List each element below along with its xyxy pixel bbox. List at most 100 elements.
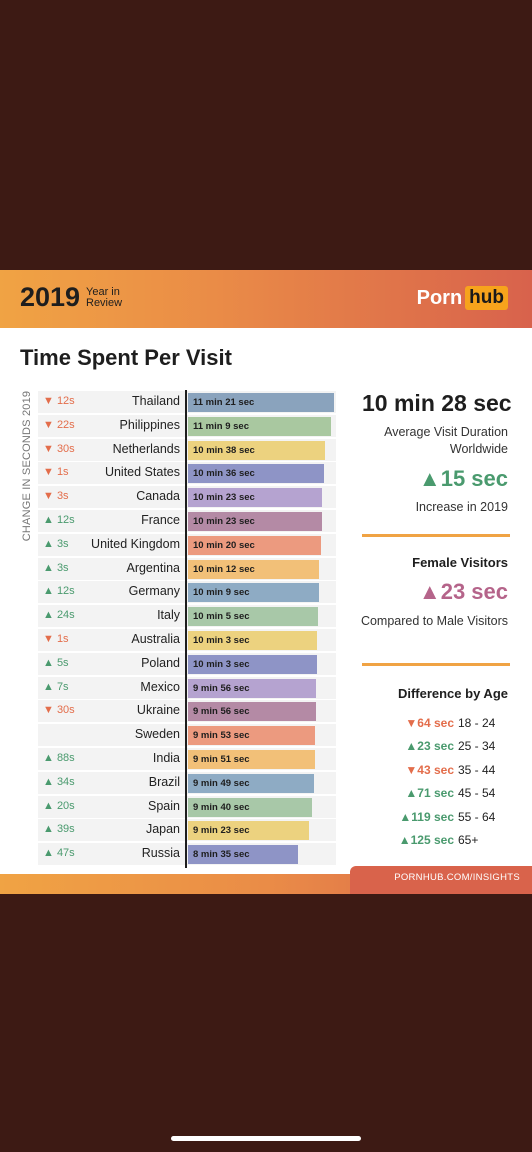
age-difference-title: Difference by Age [397,686,508,701]
increase-label: Increase in 2019 [415,500,508,514]
duration-bar: 9 min 53 sec [188,726,315,746]
country-label: Canada [136,489,180,504]
age-difference-value: ▼43 sec [405,762,454,777]
country-label: United Kingdom [91,536,180,551]
duration-label: 10 min 3 sec [193,635,250,646]
duration-label: 10 min 12 sec [193,563,255,575]
increase-value-text: 15 sec [440,466,508,491]
age-row: ▼43 sec 35 - 44 [388,763,518,781]
age-row: ▲125 sec 65+ [388,833,518,851]
country-label: Russia [141,846,180,861]
year-label: 2019 [20,282,81,312]
chart-row: ▲ 88s India 9 min 51 sec [38,748,336,770]
average-duration-value: 10 min 28 sec [362,390,512,416]
footer-tab: PORNHUB.COM/INSIGHTS [350,866,532,894]
country-label: Brazil [148,774,180,789]
age-row: ▲71 sec 45 - 54 [388,786,518,804]
change-label: ▲ 88s [43,752,75,764]
footer-url: PORNHUB.COM/INSIGHTS [394,872,520,883]
chart-row: ▲ 39s Japan 9 min 23 sec [38,819,336,842]
duration-bar: 11 min 21 sec [188,393,334,412]
chart-row: ▼ 3s Canada 10 min 23 sec [38,486,336,509]
duration-bar: 8 min 35 sec [188,845,298,865]
country-label: Mexico [140,679,180,694]
change-label: ▲ 3s [43,561,69,574]
chart-row: ▲ 12s Germany 10 min 9 sec [38,581,336,604]
duration-label: 8 min 35 sec [193,849,250,861]
chart-axis-line [185,390,187,868]
chart-row: ▲ 3s Argentina 10 min 12 sec [38,557,336,580]
change-label: ▼ 30s [43,442,75,455]
country-bar-chart: ▼ 12s Thailand 11 min 21 sec ▼ 22s Philippin… [38,391,338,867]
country-label: Sweden [134,727,180,742]
duration-bar: 10 min 9 sec [188,583,319,603]
up-arrow-icon: ▲ [418,579,441,604]
duration-bar: 10 min 12 sec [188,559,319,579]
age-difference-value: ▲119 sec [399,809,454,824]
change-label: ▲ 47s [43,847,75,860]
country-label: United States [104,465,180,480]
brand-logo: Porn hub [417,286,508,310]
chart-row: ▼ 12s Thailand 11 min 21 sec [38,391,336,413]
chart-row: ▲ 7s Mexico 9 min 56 sec [38,676,336,699]
duration-label: 10 min 3 sec [193,658,250,670]
home-indicator[interactable] [171,1136,361,1141]
logo-text-part1: Porn [416,286,463,309]
change-label: ▲ 20s [43,799,75,812]
age-difference-value: ▼64 sec [405,716,454,730]
year-in-review-label: Year in Review [86,287,128,309]
chart-row: ▲ 34s Brazil 9 min 49 sec [38,771,336,794]
header-bar: 2019 Year in Review Porn hub [0,270,532,328]
increase-value: ▲15 sec [419,466,508,492]
duration-label: 9 min 53 sec [193,730,250,742]
change-label: ▼ 30s [43,704,75,717]
change-label: ▲ 3s [43,537,69,550]
duration-bar: 9 min 23 sec [188,821,309,841]
change-axis-label: CHANGE IN SECONDS 2019 [21,390,33,542]
duration-label: 9 min 40 sec [193,801,250,813]
duration-bar: 10 min 23 sec [188,488,322,508]
country-label: Spain [148,798,180,813]
duration-label: 10 min 5 sec [193,611,250,623]
country-label: Poland [141,655,180,670]
duration-label: 9 min 56 sec [193,706,250,718]
country-label: Japan [145,822,180,837]
female-visitors-value: ▲23 sec [419,579,508,605]
country-label: Thailand [132,394,180,408]
duration-bar: 10 min 36 sec [188,464,324,484]
duration-bar: 9 min 49 sec [188,773,314,793]
chart-row: ▼ 22s Philippines 11 min 9 sec [38,414,336,437]
duration-bar: 11 min 9 sec [188,416,331,436]
age-range-label: 35 - 44 [458,762,496,777]
change-label: ▼ 1s [43,633,69,645]
divider-line [362,534,510,537]
duration-label: 10 min 23 sec [193,516,255,527]
age-row: ▼64 sec 18 - 24 [388,716,518,734]
duration-label: 10 min 20 sec [193,539,255,551]
duration-bar: 10 min 38 sec [188,440,325,460]
change-label: ▲ 12s [43,514,75,526]
age-range-label: 25 - 34 [458,739,496,754]
chart-row: Sweden 9 min 53 sec [38,724,336,747]
average-duration-label: Average Visit Duration Worldwide [384,425,508,456]
logo-text-part2: hub [465,286,508,310]
duration-label: 11 min 9 sec [193,420,249,432]
duration-bar: 9 min 40 sec [188,797,312,817]
duration-bar: 10 min 23 sec [188,512,322,531]
duration-bar: 9 min 56 sec [188,678,316,698]
female-visitors-title: Female Visitors [412,555,508,570]
country-label: Philippines [119,417,180,432]
chart-row: ▲ 5s Poland 10 min 3 sec [38,652,336,675]
female-visitors-label: Compared to Male Visitors [360,614,508,628]
change-label: ▲ 34s [43,775,75,788]
chart-title: Time Spent Per Visit [20,345,232,370]
country-label: Argentina [126,560,180,575]
age-difference-value: ▲125 sec [398,833,454,847]
age-range-label: 45 - 54 [458,786,496,801]
change-label: ▲ 5s [43,656,69,669]
duration-label: 9 min 23 sec [193,825,250,837]
country-label: Netherlands [112,441,180,456]
duration-bar: 9 min 51 sec [188,750,315,769]
age-difference-value: ▲71 sec [405,786,454,801]
change-label: ▲ 39s [43,823,75,836]
